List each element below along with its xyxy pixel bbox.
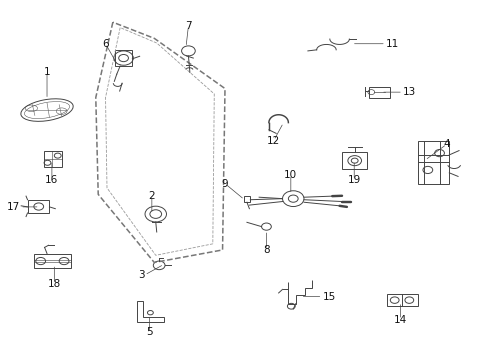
Text: 8: 8 (263, 245, 269, 255)
Text: 5: 5 (146, 327, 152, 337)
Text: 11: 11 (385, 39, 398, 49)
Text: 6: 6 (102, 39, 109, 49)
Text: 18: 18 (48, 279, 61, 289)
Text: 15: 15 (322, 292, 335, 302)
Text: 17: 17 (7, 202, 20, 212)
Text: 3: 3 (138, 270, 144, 280)
Text: 10: 10 (284, 170, 297, 180)
Text: 4: 4 (443, 139, 449, 149)
Text: 16: 16 (45, 175, 59, 185)
Text: 7: 7 (185, 21, 191, 31)
Text: 13: 13 (402, 87, 415, 97)
Text: 2: 2 (148, 191, 155, 201)
Text: 1: 1 (43, 67, 50, 77)
Text: 9: 9 (221, 179, 228, 189)
Text: 19: 19 (347, 175, 360, 185)
Text: 14: 14 (393, 315, 407, 325)
Text: 12: 12 (266, 136, 280, 145)
